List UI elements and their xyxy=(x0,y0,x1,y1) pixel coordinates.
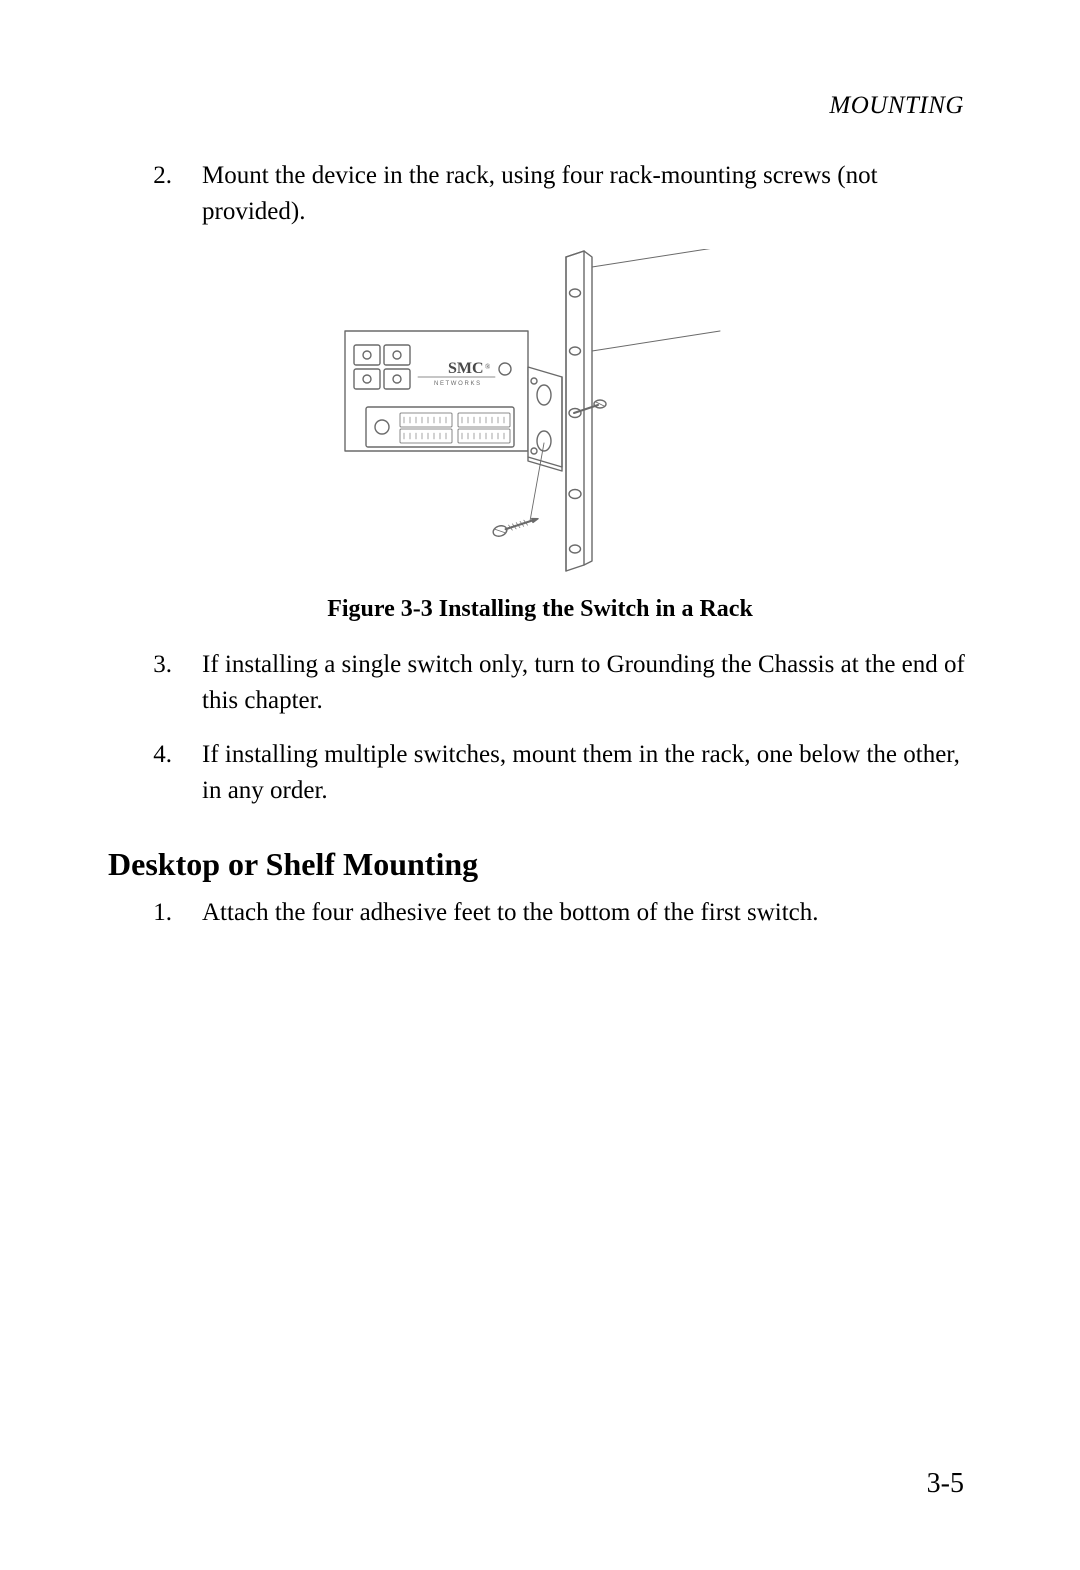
list-item-number: 2. xyxy=(108,158,172,231)
list-item-number: 1. xyxy=(108,895,172,931)
page-number: 3-5 xyxy=(927,1468,964,1500)
list-item-number: 4. xyxy=(108,737,172,810)
svg-text:®: ® xyxy=(485,363,491,371)
list-item-number: 3. xyxy=(108,647,172,720)
list-item: 4. If installing multiple switches, moun… xyxy=(108,737,972,810)
svg-text:SMC: SMC xyxy=(448,360,484,377)
list-item-text: Attach the four adhesive feet to the bot… xyxy=(202,895,972,931)
list-item: 3. If installing a single switch only, t… xyxy=(108,647,972,720)
list-item: 1. Attach the four adhesive feet to the … xyxy=(108,895,972,931)
figure: SMC ® N E T W O R K S xyxy=(108,249,972,584)
svg-text:N E T W O R K S: N E T W O R K S xyxy=(434,381,480,387)
list-item: 2. Mount the device in the rack, using f… xyxy=(108,158,972,231)
running-head: MOUNTING xyxy=(829,92,964,120)
section-heading: Desktop or Shelf Mounting xyxy=(108,846,972,883)
list-item-text: If installing a single switch only, turn… xyxy=(202,647,972,720)
page-content: 2. Mount the device in the rack, using f… xyxy=(108,158,972,949)
rack-mount-diagram-icon: SMC ® N E T W O R K S xyxy=(330,249,750,579)
list-item-text: If installing multiple switches, mount t… xyxy=(202,737,972,810)
document-page: MOUNTING 2. Mount the device in the rack… xyxy=(0,0,1080,1570)
list-item-text: Mount the device in the rack, using four… xyxy=(202,158,972,231)
figure-caption: Figure 3-3 Installing the Switch in a Ra… xyxy=(108,596,972,623)
